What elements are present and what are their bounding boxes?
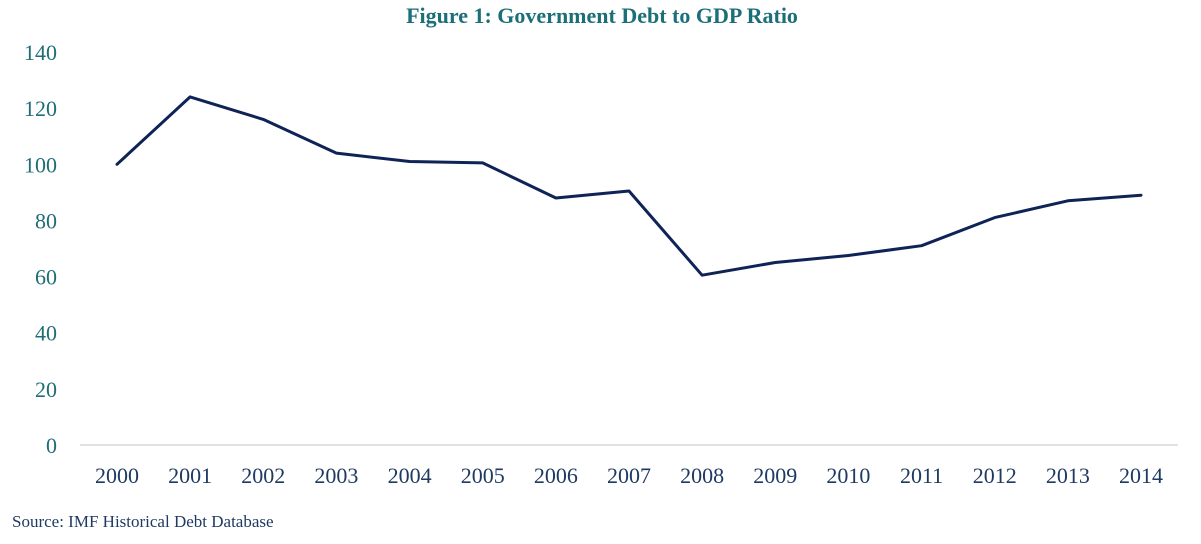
source-note: Source: IMF Historical Debt Database [12, 512, 274, 531]
x-axis: 2000 2001 2002 2003 2004 2005 2006 2007 2008 2009… [95, 463, 1163, 488]
y-tick-label: 140 [24, 40, 57, 65]
y-tick-label: 40 [35, 321, 57, 346]
x-tick-label: 2002 [241, 463, 285, 488]
x-tick-label: 2000 [95, 463, 139, 488]
x-tick-label: 2006 [534, 463, 578, 488]
x-tick-label: 2004 [388, 463, 432, 488]
x-tick-label: 2003 [314, 463, 358, 488]
series-line [115, 95, 1143, 277]
y-tick-label: 100 [24, 152, 57, 177]
x-tick-label: 2001 [168, 463, 212, 488]
chart-title: Figure 1: Government Debt to GDP Ratio [406, 3, 798, 28]
y-tick-label: 60 [35, 265, 57, 290]
y-tick-label: 0 [46, 433, 57, 458]
y-tick-label: 20 [35, 377, 57, 402]
x-tick-label: 2012 [973, 463, 1017, 488]
x-tick-label: 2013 [1046, 463, 1090, 488]
series-layer [115, 95, 1143, 277]
x-tick-label: 2011 [900, 463, 943, 488]
y-axis: 0 20 40 60 80 100 120 140 [24, 40, 57, 458]
x-tick-label: 2014 [1119, 463, 1163, 488]
y-tick-label: 120 [24, 96, 57, 121]
x-tick-label: 2008 [680, 463, 724, 488]
x-tick-label: 2009 [753, 463, 797, 488]
x-tick-label: 2010 [826, 463, 870, 488]
x-tick-label: 2005 [461, 463, 505, 488]
x-tick-label: 2007 [607, 463, 651, 488]
y-tick-label: 80 [35, 208, 57, 233]
